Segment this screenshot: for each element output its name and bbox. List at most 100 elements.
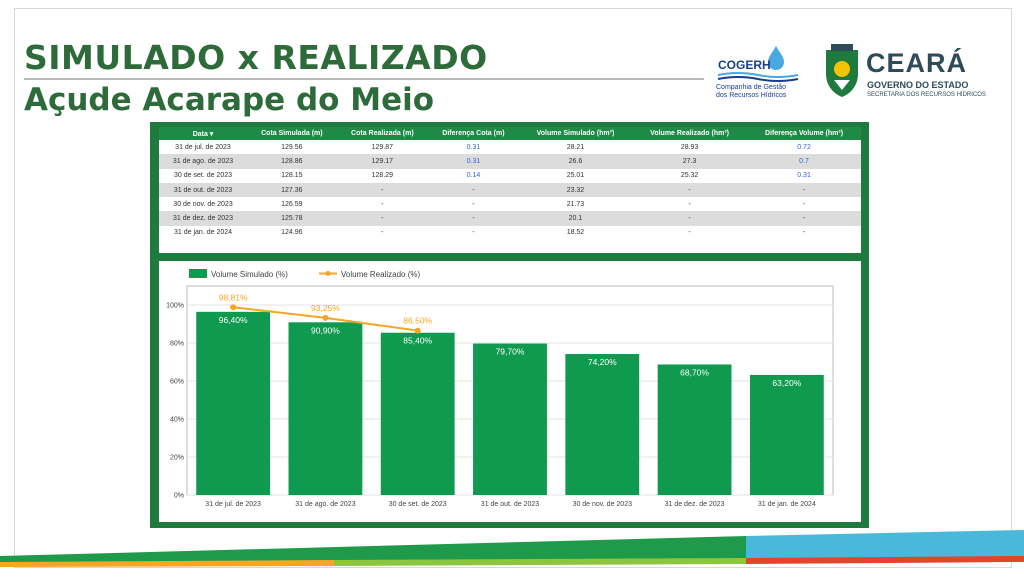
- water-drop-icon: [717, 46, 799, 82]
- column-header[interactable]: Cota Realizada (m): [336, 127, 429, 140]
- table-cell: 129.56: [281, 143, 303, 151]
- bar-data-label: 68,70%: [680, 367, 709, 377]
- title-divider: [24, 78, 704, 80]
- table-cell: 0.72: [797, 143, 811, 151]
- data-table-card: Data ▾ Cota Simulada (m) Cota Realizada …: [159, 127, 861, 253]
- bar-data-label: 74,20%: [588, 357, 617, 367]
- x-tick-label: 30 de set. de 2023: [389, 501, 447, 508]
- table-row: 31 de ago. de 2023 128.86 129.17 0.31 26…: [159, 154, 861, 169]
- table-cell: 0.31: [428, 154, 519, 169]
- table-cell: 28.93: [680, 143, 699, 151]
- line-data-label: 98,81%: [219, 292, 248, 302]
- table-cell: -: [336, 211, 429, 226]
- table-cell: -: [336, 182, 429, 198]
- table-cell: 27.3: [632, 154, 748, 169]
- table-cell: 0.14: [466, 172, 481, 180]
- bar: [749, 374, 824, 495]
- y-tick-label: 80%: [170, 341, 184, 348]
- ceara-government: GOVERNO DO ESTADO: [867, 80, 969, 90]
- table-cell: -: [802, 200, 806, 208]
- ceara-name: CEARÁ: [866, 48, 968, 78]
- line-point: [414, 327, 421, 334]
- table-cell: 125.78: [247, 211, 337, 226]
- table-row: 31 de jul. de 2023 129.56 129.87 0.31 28…: [159, 140, 861, 154]
- table-cell: 18.52: [566, 229, 585, 237]
- table-cell: 31 de jan. de 2024: [174, 229, 233, 237]
- legend-label: Volume Simulado (%): [211, 270, 288, 279]
- table-cell: -: [688, 229, 691, 237]
- column-header[interactable]: Cota Simulada (m): [247, 127, 337, 140]
- cogerh-subtitle-line2: dos Recursos Hídricos: [716, 92, 787, 99]
- y-tick-label: 20%: [170, 455, 184, 462]
- table-cell: 124.96: [281, 229, 303, 237]
- table-cell: 31 de out. de 2023: [159, 182, 248, 198]
- y-tick-label: 40%: [170, 417, 184, 424]
- table-cell: 20.1: [518, 211, 633, 226]
- legend-swatch-marker: [325, 271, 331, 276]
- legend-swatch-bar: [189, 269, 207, 278]
- line-data-label: 93,25%: [311, 303, 340, 313]
- table-cell: 0.7: [747, 154, 861, 169]
- column-header[interactable]: Volume Simulado (hm³): [518, 127, 633, 140]
- ceara-secretariat: SECRETARIA DOS RECURSOS HÍDRICOS: [867, 92, 986, 98]
- table-header-row: Data ▾ Cota Simulada (m) Cota Realizada …: [159, 127, 861, 140]
- table-cell: 28.21: [566, 143, 585, 151]
- bar-data-label: 85,40%: [403, 336, 432, 346]
- cogerh-subtitle-line1: Companhia de Gestão: [716, 84, 787, 91]
- line-data-label: 86,50%: [403, 316, 432, 326]
- x-tick-label: 31 de dez. de 2023: [665, 501, 725, 508]
- table-cell: -: [381, 229, 384, 237]
- table-cell: 30 de nov. de 2023: [173, 200, 233, 208]
- chart-card: 0% 20% 40% 60% 80% 100% 96,40% 90,90% 85,40% 79,7…: [159, 261, 861, 522]
- table-cell: 128.86: [247, 154, 337, 169]
- table-cell: 31 de dez. de 2023: [159, 211, 248, 226]
- table-cell: 25.01: [566, 172, 585, 180]
- table-cell: 126.59: [281, 200, 303, 208]
- table-cell: 128.15: [281, 172, 303, 180]
- column-header[interactable]: Volume Realizado (hm³): [632, 127, 748, 140]
- x-tick-label: 31 de jul. de 2023: [205, 501, 261, 508]
- x-tick-label: 31 de out. de 2023: [481, 501, 539, 508]
- table-cell: 0.31: [466, 143, 481, 151]
- table-cell: 31 de jul. de 2023: [175, 143, 231, 151]
- volume-chart: 0% 20% 40% 60% 80% 100% 96,40% 90,90% 85,40% 79,7…: [166, 269, 834, 508]
- table-row: 31 de jan. de 2024 124.96 - - 18.52 - -: [159, 226, 861, 240]
- table-cell: -: [632, 182, 748, 198]
- data-table: Data ▾ Cota Simulada (m) Cota Realizada …: [159, 127, 861, 240]
- table-cell: 31 de ago. de 2023: [159, 154, 248, 169]
- cogerh-subtitle: Companhia de Gestão dos Recursos Hídrico…: [716, 84, 786, 100]
- legend-label: Volume Realizado (%): [341, 270, 420, 279]
- table-cell: 30 de set. de 2023: [174, 172, 233, 180]
- bar: [380, 332, 455, 495]
- table-cell: 25.32: [680, 172, 699, 180]
- x-tick-label: 30 de nov. de 2023: [573, 501, 633, 508]
- table-cell: 0.31: [797, 172, 811, 180]
- bar: [657, 364, 732, 495]
- table-cell: 21.73: [566, 200, 585, 208]
- table-cell: -: [747, 211, 861, 226]
- table-cell: -: [428, 211, 519, 226]
- y-tick-label: 100%: [166, 303, 184, 310]
- line-point: [230, 304, 237, 311]
- column-header-date[interactable]: Data ▾: [159, 127, 248, 140]
- column-header[interactable]: Diferença Volume (hm³): [747, 127, 861, 140]
- bar-data-label: 63,20%: [772, 378, 801, 388]
- column-header[interactable]: Diferença Cota (m): [428, 127, 519, 140]
- bar: [565, 354, 640, 495]
- table-cell: 129.87: [371, 143, 394, 151]
- table-cell: -: [747, 182, 861, 198]
- table-row: 30 de set. de 2023 128.15 128.29 0.14 25…: [159, 169, 861, 183]
- table-row: 31 de out. de 2023 127.36 - - 23.32 - -: [159, 182, 861, 198]
- page-title: SIMULADO x REALIZADO: [24, 38, 488, 77]
- cogerh-logo: COGERH Companhia de Gestão dos Recursos …: [716, 44, 800, 106]
- table-cell: -: [472, 229, 475, 237]
- table-row: 30 de nov. de 2023 126.59 - - 21.73 - -: [159, 197, 861, 211]
- decorative-footer-stripes: [0, 530, 1024, 567]
- table-row: 31 de dez. de 2023 125.78 - - 20.1 - -: [159, 211, 861, 226]
- line-point: [322, 314, 329, 321]
- table-cell: -: [472, 200, 475, 208]
- bar: [196, 311, 271, 495]
- table-cell: -: [688, 200, 691, 208]
- ceara-coat-of-arms-icon: [826, 44, 858, 97]
- table-cell: 128.29: [371, 172, 394, 180]
